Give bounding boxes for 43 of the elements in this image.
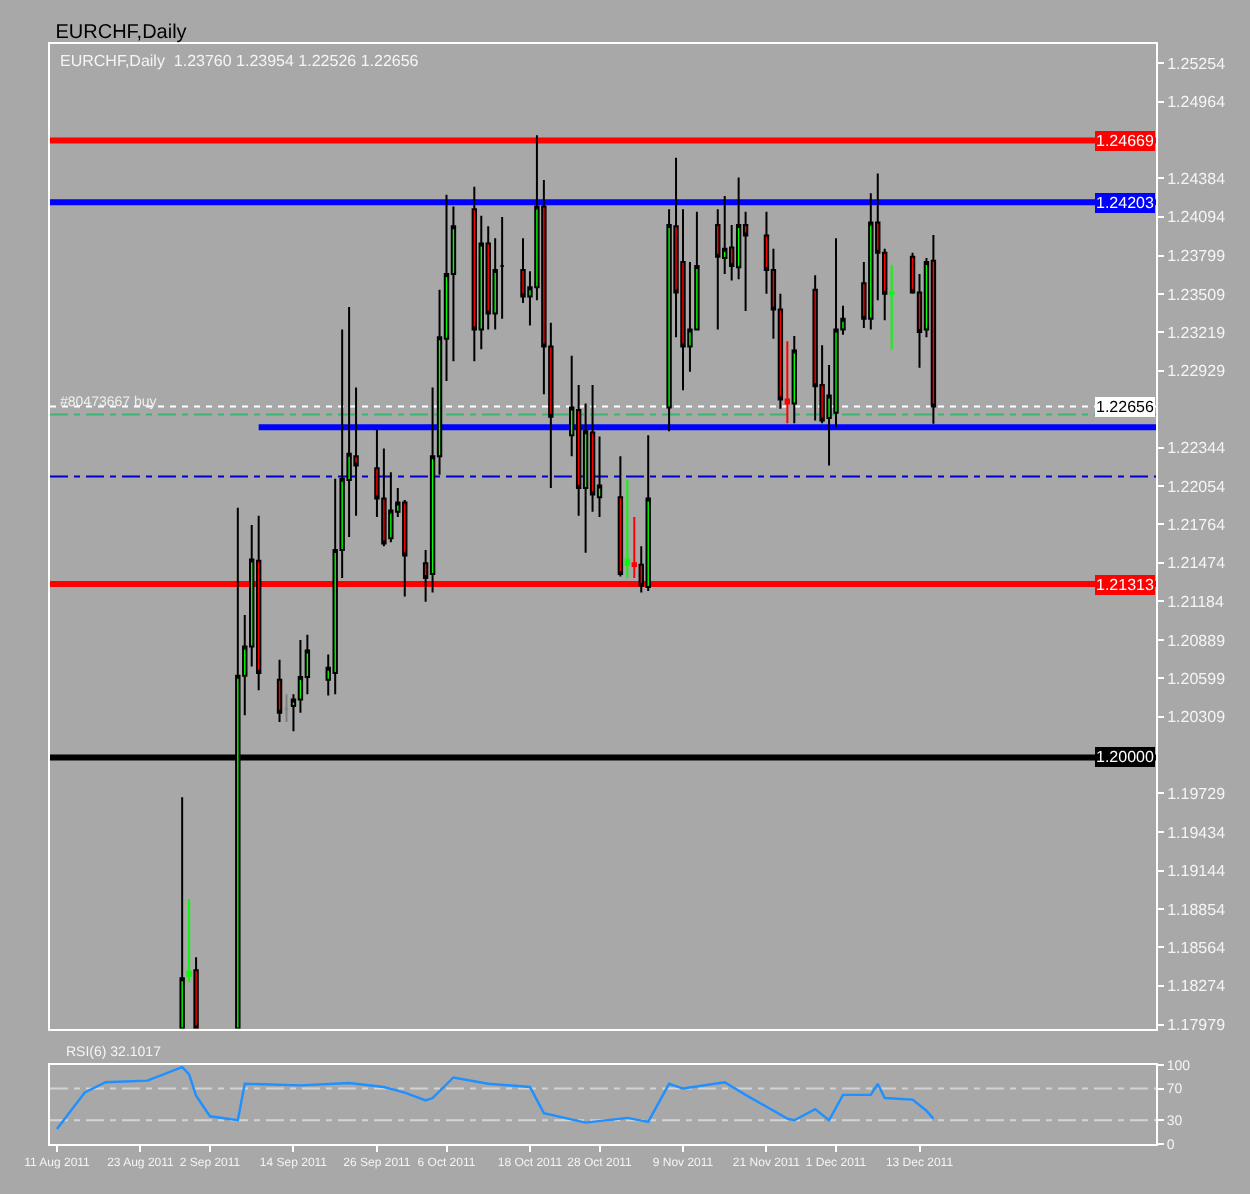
y-tick-label: 1.17979: [1167, 1016, 1227, 1035]
candlestick: [179, 796, 185, 1029]
candlestick: [930, 234, 937, 425]
y-tick-label: 1.23509: [1167, 285, 1227, 304]
y-tick-label: 1.22929: [1167, 362, 1227, 381]
candlestick: [617, 455, 624, 578]
y-tick-label: 1.21474: [1167, 554, 1227, 573]
candlestick: [812, 274, 818, 422]
ref-line-label: 1.22656: [1096, 398, 1155, 416]
line-series: [55, 1065, 935, 1131]
ref-line-label: 1.20000: [1096, 748, 1155, 766]
chart-title: EURCHF,Daily: [55, 22, 187, 44]
ref-line-label: 1.21313: [1096, 576, 1155, 594]
y-tick-label: 1.24094: [1167, 208, 1227, 227]
y-tick-label: 1.18564: [1167, 938, 1227, 957]
candlestick: [624, 479, 631, 579]
y-tick-label: 1.19434: [1167, 824, 1227, 842]
y-tick-label: 1.18854: [1167, 900, 1227, 919]
y-tick-label: 1.22054: [1167, 477, 1227, 496]
y-tick-label: 1.21184: [1167, 592, 1225, 611]
y-tick-label: 1.23799: [1167, 247, 1227, 266]
y-tick-label: 1.22344: [1167, 439, 1227, 458]
y-tick-label: 1.18274: [1167, 977, 1227, 996]
candlestick: [471, 185, 478, 363]
y-tick-label: 1.25254: [1167, 54, 1227, 73]
text: EURCHF,Daily 1.23760 1.23954 1.22526 1.22656: [60, 52, 420, 70]
y-tick-label: 1.20309: [1167, 708, 1227, 727]
y-tick-label: 1.24384: [1167, 169, 1227, 188]
y-tick-label: 1.24964: [1167, 93, 1227, 112]
candlestick: [193, 956, 199, 1029]
ref-line-label: 1.24203: [1096, 194, 1155, 212]
y-tick-label: 1.20599: [1167, 670, 1227, 689]
candlestick: [276, 658, 283, 723]
candlestick: [888, 263, 895, 351]
y-tick-label: 1.19144: [1167, 862, 1227, 881]
y-tick-label: 1.23219: [1167, 323, 1227, 342]
y-tick-label: 1.20889: [1167, 631, 1227, 650]
candlestick: [791, 335, 797, 425]
candlestick: [283, 693, 290, 723]
candlestick: [645, 434, 651, 593]
ref-line-label: 1.24669: [1096, 132, 1155, 150]
y-tick-label: 1.19729: [1167, 785, 1227, 803]
y-tick-label: 1.21764: [1167, 516, 1227, 535]
